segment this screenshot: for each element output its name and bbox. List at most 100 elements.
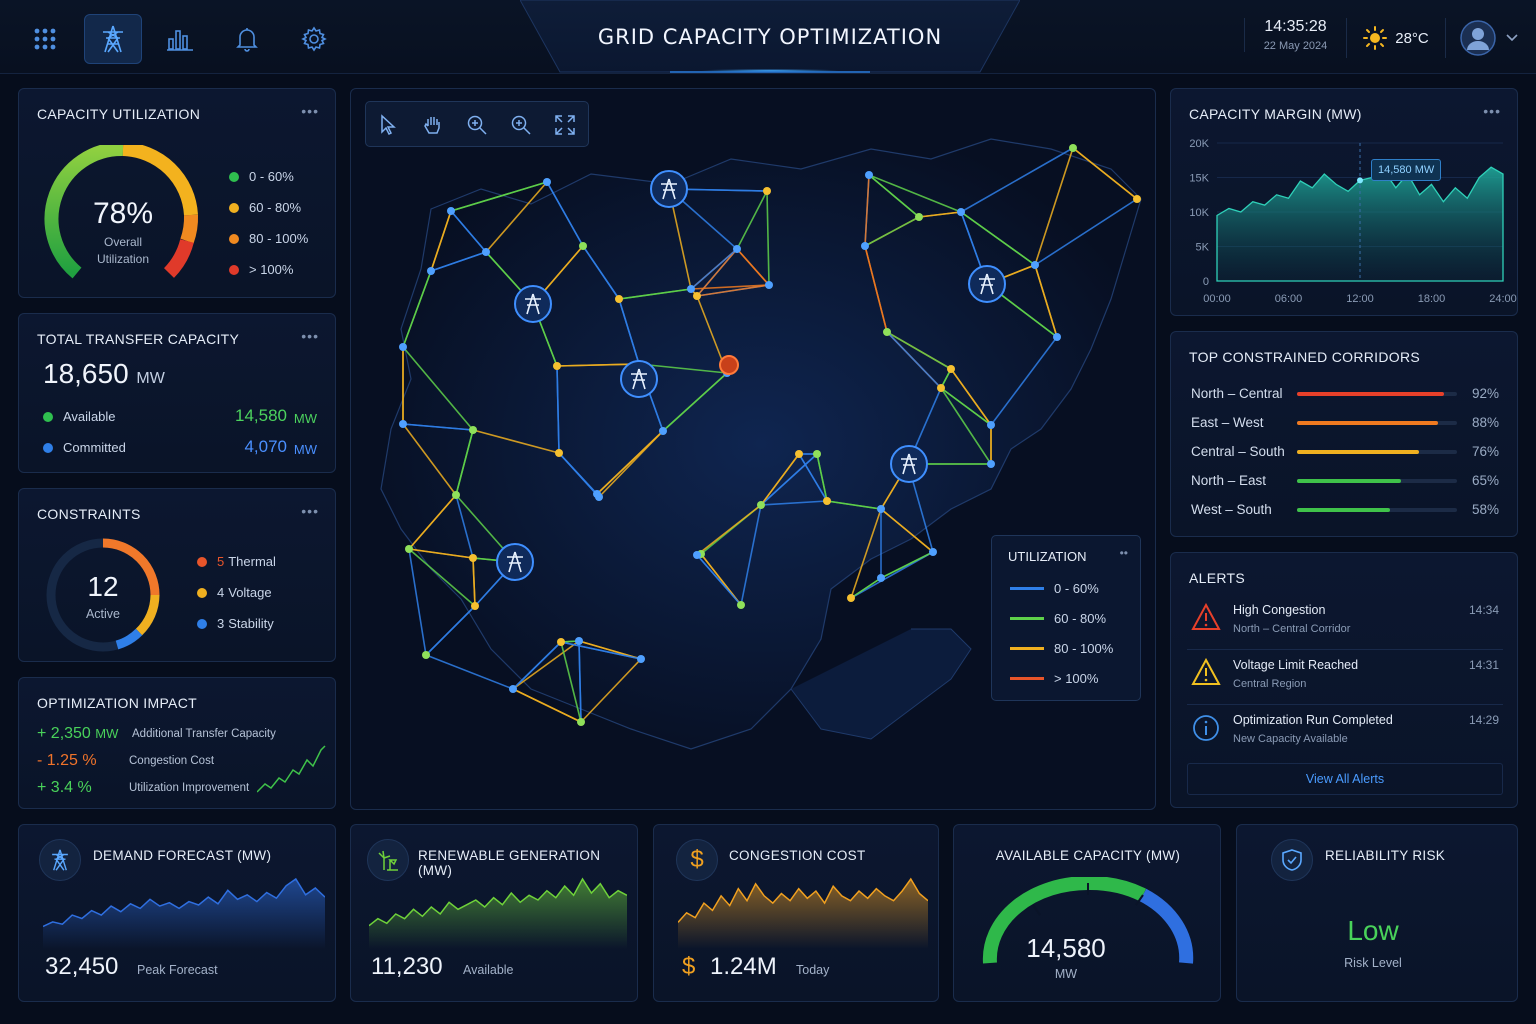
grid-node[interactable] bbox=[1031, 261, 1039, 269]
grid-network-map[interactable] bbox=[351, 89, 1157, 811]
transmission-line[interactable] bbox=[690, 284, 770, 290]
transmission-line[interactable] bbox=[864, 174, 870, 247]
alert-item[interactable]: Optimization Run Completed New Capacity A… bbox=[1187, 709, 1503, 761]
more-options-icon[interactable]: ••• bbox=[1483, 103, 1501, 119]
grid-node[interactable] bbox=[509, 685, 517, 693]
transmission-line[interactable] bbox=[1034, 198, 1138, 266]
transmission-line[interactable] bbox=[864, 216, 920, 247]
transmission-line[interactable] bbox=[1072, 147, 1138, 200]
zoom-out-icon[interactable] bbox=[510, 114, 532, 136]
grid-node[interactable] bbox=[757, 501, 765, 509]
transmission-line[interactable] bbox=[450, 181, 548, 212]
transmission-line[interactable] bbox=[740, 504, 762, 606]
substation-hub[interactable] bbox=[968, 265, 1006, 303]
transmission-line[interactable] bbox=[760, 453, 800, 506]
transmission-line[interactable] bbox=[696, 504, 762, 556]
grid-node[interactable] bbox=[929, 548, 937, 556]
grid-node[interactable] bbox=[447, 207, 455, 215]
fullscreen-icon[interactable] bbox=[554, 114, 576, 136]
zoom-in-icon[interactable] bbox=[466, 114, 488, 136]
congestion-alert-node[interactable] bbox=[719, 355, 739, 375]
transmission-line[interactable] bbox=[618, 298, 640, 365]
select-cursor-icon[interactable] bbox=[378, 114, 400, 136]
transmission-line[interactable] bbox=[472, 429, 560, 454]
substation-hub[interactable] bbox=[496, 543, 534, 581]
grid-node[interactable] bbox=[737, 601, 745, 609]
transmission-tower-icon[interactable] bbox=[84, 14, 142, 64]
grid-node[interactable] bbox=[957, 208, 965, 216]
transmission-line[interactable] bbox=[578, 640, 582, 723]
substation-hub[interactable] bbox=[620, 360, 658, 398]
transmission-line[interactable] bbox=[864, 245, 888, 333]
transmission-line[interactable] bbox=[430, 210, 452, 272]
grid-node[interactable] bbox=[687, 285, 695, 293]
transmission-line[interactable] bbox=[512, 640, 580, 690]
pan-hand-icon[interactable] bbox=[422, 114, 444, 136]
bell-icon[interactable] bbox=[218, 14, 276, 64]
grid-node[interactable] bbox=[557, 638, 565, 646]
transmission-line[interactable] bbox=[850, 577, 882, 599]
transmission-line[interactable] bbox=[760, 453, 818, 506]
transmission-line[interactable] bbox=[425, 605, 476, 656]
transmission-line[interactable] bbox=[485, 181, 548, 253]
transmission-line[interactable] bbox=[696, 554, 742, 606]
transmission-line[interactable] bbox=[696, 284, 770, 297]
grid-node[interactable] bbox=[615, 295, 623, 303]
transmission-line[interactable] bbox=[408, 494, 457, 550]
grid-node[interactable] bbox=[861, 242, 869, 250]
grid-node[interactable] bbox=[405, 545, 413, 553]
transmission-line[interactable] bbox=[880, 551, 934, 579]
transmission-line[interactable] bbox=[638, 363, 728, 374]
user-menu[interactable] bbox=[1460, 20, 1518, 56]
transmission-line[interactable] bbox=[950, 368, 992, 426]
transmission-line[interactable] bbox=[798, 453, 828, 502]
alert-item[interactable]: High Congestion North – Central Corridor 1… bbox=[1187, 599, 1503, 651]
transmission-line[interactable] bbox=[766, 190, 770, 286]
more-options-icon[interactable]: ••• bbox=[301, 503, 319, 519]
transmission-line[interactable] bbox=[512, 641, 562, 690]
grid-node[interactable] bbox=[877, 505, 885, 513]
transmission-line[interactable] bbox=[455, 494, 474, 559]
transmission-line[interactable] bbox=[582, 245, 620, 300]
grid-node[interactable] bbox=[399, 343, 407, 351]
grid-node[interactable] bbox=[482, 248, 490, 256]
grid-node[interactable] bbox=[659, 427, 667, 435]
more-options-icon[interactable]: ••• bbox=[301, 103, 319, 119]
transmission-line[interactable] bbox=[618, 288, 692, 300]
transmission-line[interactable] bbox=[472, 557, 476, 607]
grid-node[interactable] bbox=[865, 171, 873, 179]
transmission-line[interactable] bbox=[560, 641, 582, 723]
grid-node[interactable] bbox=[422, 651, 430, 659]
transmission-line[interactable] bbox=[886, 331, 952, 370]
grid-node[interactable] bbox=[915, 213, 923, 221]
transmission-line[interactable] bbox=[1034, 147, 1074, 266]
transmission-line[interactable] bbox=[886, 331, 942, 389]
transmission-line[interactable] bbox=[558, 452, 600, 498]
grid-node[interactable] bbox=[555, 449, 563, 457]
corridor-row[interactable]: West – South 58% bbox=[1189, 500, 1499, 520]
transmission-line[interactable] bbox=[736, 190, 768, 250]
grid-node[interactable] bbox=[427, 267, 435, 275]
grid-node[interactable] bbox=[693, 551, 701, 559]
grid-node[interactable] bbox=[575, 637, 583, 645]
transmission-line[interactable] bbox=[826, 500, 882, 510]
substation-hub[interactable] bbox=[890, 445, 928, 483]
grid-node[interactable] bbox=[733, 245, 741, 253]
grid-node[interactable] bbox=[471, 602, 479, 610]
grid-node[interactable] bbox=[469, 426, 477, 434]
transmission-line[interactable] bbox=[556, 363, 640, 367]
grid-node[interactable] bbox=[877, 574, 885, 582]
transmission-line[interactable] bbox=[408, 548, 474, 559]
view-all-alerts-link[interactable]: View All Alerts bbox=[1187, 763, 1503, 795]
grid-node[interactable] bbox=[823, 497, 831, 505]
substation-hub[interactable] bbox=[650, 170, 688, 208]
grid-node[interactable] bbox=[637, 655, 645, 663]
transmission-line[interactable] bbox=[690, 248, 738, 290]
transmission-line[interactable] bbox=[960, 211, 1036, 266]
corridor-row[interactable]: North – Central 92% bbox=[1189, 384, 1499, 404]
transmission-line[interactable] bbox=[816, 453, 828, 502]
transmission-line[interactable] bbox=[455, 429, 474, 496]
grid-node[interactable] bbox=[937, 384, 945, 392]
transmission-line[interactable] bbox=[402, 423, 457, 496]
grid-node[interactable] bbox=[813, 450, 821, 458]
